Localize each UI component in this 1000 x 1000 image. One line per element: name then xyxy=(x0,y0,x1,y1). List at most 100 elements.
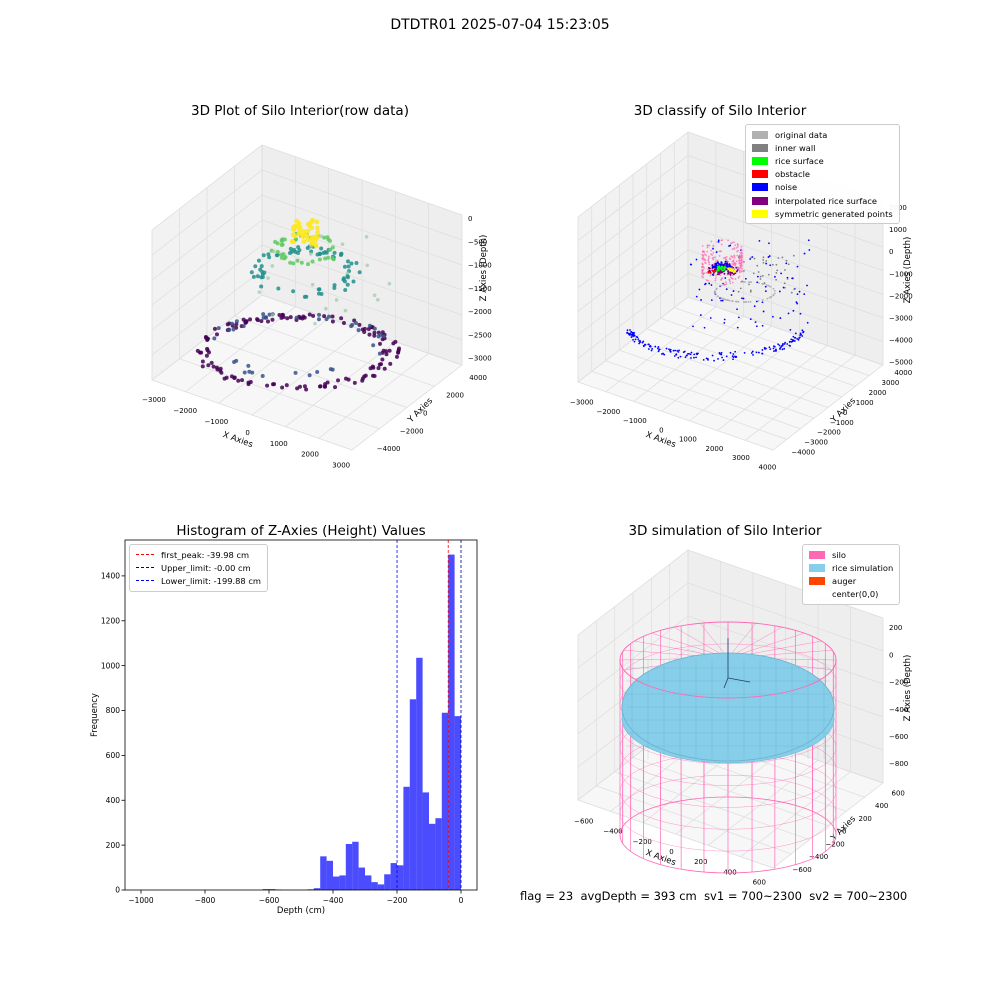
p1-point xyxy=(360,376,365,381)
p2-point xyxy=(734,264,736,267)
p2-point xyxy=(779,317,782,319)
p2-xtick: 0 xyxy=(659,426,663,434)
p2-point xyxy=(739,287,742,290)
p2-point xyxy=(761,282,764,285)
histogram-frame xyxy=(124,539,478,891)
p2-xtick: −1000 xyxy=(623,417,647,425)
p2-point xyxy=(767,273,770,276)
p1-point xyxy=(306,262,311,267)
p2-point xyxy=(702,276,705,279)
p1-ztick: −3000 xyxy=(468,355,492,363)
p2-point xyxy=(800,333,802,336)
p2-point xyxy=(756,275,759,278)
p2-point xyxy=(632,333,635,336)
p1-point xyxy=(225,322,230,327)
p2-point xyxy=(772,315,774,318)
p1-point xyxy=(343,376,348,381)
p2-point xyxy=(656,347,659,350)
histogram-bar xyxy=(371,882,378,890)
p2-point xyxy=(790,338,793,341)
p4-ztick: 0 xyxy=(889,651,893,659)
p2-point xyxy=(689,353,692,356)
p2-ytick: 4000 xyxy=(894,369,912,377)
p2-point xyxy=(771,263,774,266)
p2-point xyxy=(761,352,764,355)
p1-point xyxy=(291,261,296,266)
p2-point xyxy=(711,254,714,257)
p2-point xyxy=(634,338,637,341)
p1-point xyxy=(326,314,331,319)
p2-point xyxy=(721,356,723,359)
histogram-bar xyxy=(326,860,333,890)
p2-point xyxy=(773,350,775,353)
p1-point xyxy=(214,332,219,337)
p2-point xyxy=(627,333,630,335)
p1-point xyxy=(341,321,346,326)
p2-point xyxy=(732,266,735,269)
p2-point xyxy=(798,290,801,293)
legend-entry: interpolated rice surface xyxy=(752,194,893,207)
p2-point xyxy=(734,350,737,353)
p1-point xyxy=(283,255,288,260)
panel2-title: 3D classify of Silo Interior xyxy=(633,103,807,119)
p2-point xyxy=(750,256,753,259)
p1-ztick: −2500 xyxy=(468,331,492,339)
p1-point xyxy=(204,353,209,358)
p2-point xyxy=(701,254,704,257)
p2-point xyxy=(780,346,782,349)
p1-point xyxy=(276,286,281,291)
p2-point xyxy=(693,353,696,356)
p2-point xyxy=(717,239,720,242)
p1-point xyxy=(301,314,306,319)
p1-point xyxy=(353,321,358,326)
p2-point xyxy=(641,341,644,344)
p2-grid-z xyxy=(577,178,884,265)
histogram-bar xyxy=(345,844,353,890)
p2-point xyxy=(712,272,715,275)
p1-point xyxy=(324,306,328,311)
p2-point xyxy=(742,281,745,283)
p2-point xyxy=(763,282,766,284)
p4-xtick: −600 xyxy=(574,817,593,825)
p2-point xyxy=(761,299,764,301)
p2-point xyxy=(714,264,717,267)
p2-point xyxy=(719,267,722,270)
p2-point xyxy=(755,325,758,328)
p2-point xyxy=(794,332,797,335)
p1-xtick: 3000 xyxy=(332,462,350,470)
p2-point xyxy=(781,348,784,351)
p2-point xyxy=(765,262,768,265)
p2-point xyxy=(739,266,742,269)
p1-point xyxy=(328,367,333,372)
legend-entry: Lower_limit: -199.88 cm xyxy=(136,574,261,587)
p2-point xyxy=(719,250,722,253)
p2-point xyxy=(793,288,796,291)
p1-point xyxy=(270,317,275,322)
legend-label: inner wall xyxy=(775,142,816,153)
p2-point xyxy=(741,280,744,283)
p1-ytick: 2000 xyxy=(446,392,464,400)
p1-point xyxy=(257,290,262,294)
p2-point xyxy=(768,296,771,299)
p1-point xyxy=(366,326,371,331)
p2-point xyxy=(730,265,733,268)
p2-point xyxy=(796,337,799,340)
p1-point xyxy=(279,315,284,320)
p2-point xyxy=(740,255,743,257)
p1-point xyxy=(236,378,241,383)
p1-point xyxy=(345,271,350,275)
p1-point xyxy=(341,277,346,282)
legend-line xyxy=(136,580,154,582)
p4-ytick: 200 xyxy=(859,815,872,823)
p2-point xyxy=(764,285,767,288)
p2-point xyxy=(658,349,660,351)
p2-ztick: 1000 xyxy=(889,226,907,234)
legend-entry: first_peak: -39.98 cm xyxy=(136,548,261,561)
y-tick-label: 1200 xyxy=(101,616,120,625)
p1-ytick: −2000 xyxy=(400,427,424,435)
p2-grid-z xyxy=(577,202,884,288)
p2-xtick: 3000 xyxy=(732,454,750,462)
silo-roof-wire xyxy=(727,623,757,659)
silo-ring xyxy=(619,774,837,852)
p2-point xyxy=(707,266,710,269)
